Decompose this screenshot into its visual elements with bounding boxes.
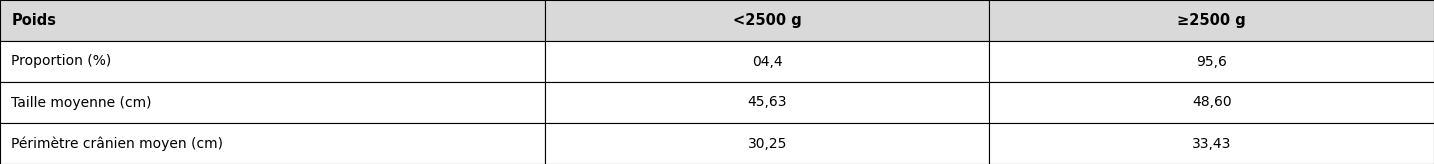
Bar <box>0 123 545 164</box>
Bar <box>0 41 545 82</box>
Bar <box>545 41 989 82</box>
Text: Périmètre crânien moyen (cm): Périmètre crânien moyen (cm) <box>11 136 224 151</box>
Text: Taille moyenne (cm): Taille moyenne (cm) <box>11 95 152 110</box>
Bar <box>989 0 1434 41</box>
Text: Proportion (%): Proportion (%) <box>11 54 112 69</box>
Bar <box>989 41 1434 82</box>
Bar <box>989 82 1434 123</box>
Bar <box>545 82 989 123</box>
Bar <box>0 82 545 123</box>
Text: 30,25: 30,25 <box>747 136 787 151</box>
Bar <box>989 123 1434 164</box>
Text: ≥2500 g: ≥2500 g <box>1177 13 1246 28</box>
Text: <2500 g: <2500 g <box>733 13 802 28</box>
Bar <box>545 0 989 41</box>
Text: 04,4: 04,4 <box>751 54 783 69</box>
Text: 95,6: 95,6 <box>1196 54 1228 69</box>
Text: Poids: Poids <box>11 13 56 28</box>
Text: 33,43: 33,43 <box>1192 136 1232 151</box>
Bar <box>0 0 545 41</box>
Bar <box>545 123 989 164</box>
Text: 45,63: 45,63 <box>747 95 787 110</box>
Text: 48,60: 48,60 <box>1192 95 1232 110</box>
